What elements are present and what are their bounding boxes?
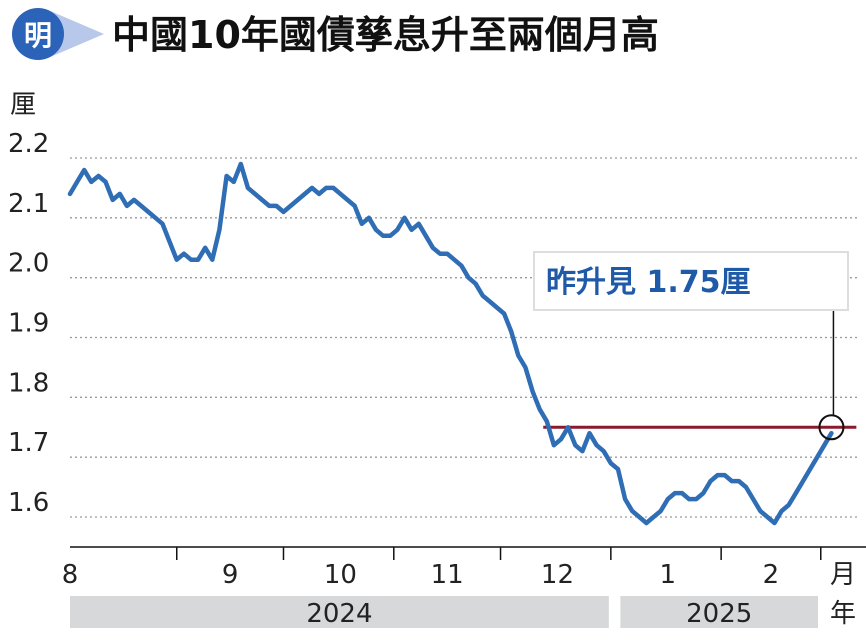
- badge-icon: [12, 8, 64, 60]
- month-label: 9: [222, 560, 239, 590]
- month-label: 2: [763, 560, 780, 590]
- month-label: 11: [431, 560, 464, 590]
- year-bands: 2024 2025: [70, 596, 818, 629]
- x-axis-ticks: [175, 547, 822, 560]
- x-unit-label: 月: [830, 560, 856, 590]
- month-label: 1: [659, 560, 676, 590]
- annotation-box: [533, 251, 849, 311]
- month-label: 12: [541, 560, 574, 590]
- grid-lines: [70, 157, 860, 518]
- y-tick-label: 1.6: [8, 488, 49, 518]
- year-label: 2024: [306, 599, 372, 629]
- y-tick-label: 2.1: [8, 189, 49, 219]
- highlight-circle: [818, 414, 845, 441]
- series-line-yield: [67, 161, 834, 526]
- year-label: 2025: [686, 599, 752, 629]
- y-tick-label: 2.2: [8, 129, 49, 159]
- month-labels: 8 9 10 11 12 1 2: [62, 560, 780, 590]
- y-tick-label: 1.9: [8, 309, 49, 339]
- y-tick-labels: 2.2 2.1 2.0 1.9 1.8 1.7 1.6: [8, 129, 49, 518]
- y-unit-label: 厘: [10, 90, 36, 120]
- month-label: 8: [62, 560, 79, 590]
- y-tick-label: 1.7: [8, 428, 49, 458]
- badge-text: 明: [24, 19, 52, 52]
- month-label: 10: [324, 560, 357, 590]
- annotation-text: 昨升見 1.75厘: [546, 265, 750, 300]
- badge-tail-icon: [48, 10, 104, 58]
- year-band: [620, 596, 818, 628]
- y-tick-label: 2.0: [8, 249, 49, 279]
- year-unit-label: 年: [830, 599, 856, 629]
- chart-title: 中國10年國債孳息升至兩個月高: [112, 13, 659, 57]
- header: 明 中國10年國債孳息升至兩個月高: [12, 8, 659, 60]
- year-band: [70, 596, 609, 628]
- y-tick-label: 1.8: [8, 368, 49, 398]
